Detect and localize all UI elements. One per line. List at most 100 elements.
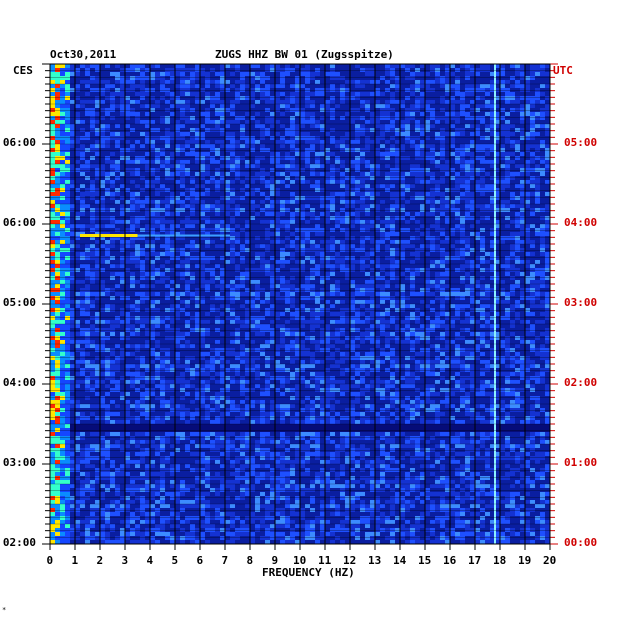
spectrogram-cell bbox=[130, 160, 135, 164]
spectrogram-cell bbox=[400, 292, 405, 296]
spectrogram-cell bbox=[370, 312, 375, 316]
spectrogram-cell bbox=[400, 104, 405, 108]
spectrogram-cell bbox=[520, 288, 525, 292]
spectrogram-cell bbox=[320, 196, 325, 200]
spectrogram-cell bbox=[295, 288, 300, 292]
spectrogram-cell bbox=[220, 108, 225, 112]
spectrogram-cell bbox=[415, 376, 420, 380]
spectrogram-cell bbox=[465, 152, 470, 156]
spectrogram-cell bbox=[300, 244, 305, 248]
spectrogram-cell bbox=[350, 308, 355, 312]
spectrogram-cell bbox=[380, 396, 385, 400]
spectrogram-cell bbox=[320, 360, 325, 364]
spectrogram-cell bbox=[540, 116, 545, 120]
spectrogram-cell bbox=[180, 272, 185, 276]
spectrogram-cell bbox=[300, 216, 305, 220]
spectrogram-cell bbox=[525, 180, 530, 184]
spectrogram-cell bbox=[100, 92, 105, 96]
spectrogram-cell bbox=[180, 168, 185, 172]
spectrogram-cell bbox=[165, 400, 170, 404]
spectrogram-cell bbox=[420, 332, 425, 336]
spectrogram-cell bbox=[535, 208, 540, 212]
spectrogram-cell bbox=[205, 344, 210, 348]
spectrogram-cell bbox=[540, 172, 545, 176]
spectrogram-cell bbox=[255, 384, 260, 388]
spectrogram-cell bbox=[135, 408, 140, 412]
spectrogram-cell bbox=[190, 192, 195, 196]
spectrogram-cell bbox=[405, 228, 410, 232]
spectrogram-cell bbox=[490, 332, 495, 336]
spectrogram-cell bbox=[260, 96, 265, 100]
spectrogram-cell bbox=[360, 80, 365, 84]
spectrogram-cell bbox=[265, 64, 270, 68]
spectrogram-cell bbox=[340, 332, 345, 336]
spectrogram-cell bbox=[465, 104, 470, 108]
spectrogram-cell bbox=[430, 244, 435, 248]
spectrogram-cell bbox=[195, 200, 200, 204]
spectrogram-cell bbox=[335, 220, 340, 224]
spectrogram-cell bbox=[135, 300, 140, 304]
spectrogram-cell bbox=[205, 128, 210, 132]
spectrogram-cell bbox=[400, 128, 405, 132]
spectrogram-cell bbox=[340, 196, 345, 200]
spectrogram-cell bbox=[135, 344, 140, 348]
spectrogram-cell bbox=[300, 324, 305, 328]
spectrogram-cell bbox=[540, 144, 545, 148]
spectrogram-cell bbox=[415, 228, 420, 232]
spectrogram-cell bbox=[450, 144, 455, 148]
spectrogram-cell bbox=[205, 284, 210, 288]
spectrogram-cell bbox=[315, 388, 320, 392]
spectrogram-cell bbox=[215, 168, 220, 172]
spectrogram-cell bbox=[385, 356, 390, 360]
spectrogram-cell bbox=[190, 116, 195, 120]
spectrogram-cell bbox=[435, 364, 440, 368]
spectrogram-cell bbox=[410, 292, 415, 296]
spectrogram-cell bbox=[90, 228, 95, 232]
spectrogram-cell bbox=[145, 196, 150, 200]
spectrogram-cell bbox=[70, 332, 75, 336]
spectrogram-cell bbox=[515, 344, 520, 348]
spectrogram-cell bbox=[395, 240, 400, 244]
spectrogram-cell bbox=[425, 360, 430, 364]
spectrogram-cell bbox=[520, 272, 525, 276]
spectrogram-cell bbox=[145, 140, 150, 144]
spectrogram-cell bbox=[315, 120, 320, 124]
spectrogram-cell bbox=[500, 316, 505, 320]
spectrogram-cell bbox=[175, 172, 180, 176]
spectrogram-cell bbox=[420, 268, 425, 272]
spectrogram-cell bbox=[180, 112, 185, 116]
spectrogram-cell bbox=[170, 112, 175, 116]
spectrogram-cell bbox=[90, 100, 95, 104]
spectrogram-cell bbox=[370, 284, 375, 288]
spectrogram-cell bbox=[255, 88, 260, 92]
spectrogram-cell bbox=[290, 312, 295, 316]
spectrogram-cell bbox=[180, 308, 185, 312]
spectrogram-cell bbox=[110, 308, 115, 312]
spectrogram-cell bbox=[75, 360, 80, 364]
spectrogram-cell bbox=[490, 252, 495, 256]
spectrogram-cell bbox=[365, 104, 370, 108]
spectrogram-cell bbox=[405, 384, 410, 388]
spectrogram-cell bbox=[480, 388, 485, 392]
spectrogram-cell bbox=[530, 296, 535, 300]
spectrogram-cell bbox=[485, 316, 490, 320]
spectrogram-cell bbox=[145, 320, 150, 324]
spectrogram-cell bbox=[55, 356, 60, 360]
spectrogram-cell bbox=[180, 384, 185, 388]
spectrogram-cell bbox=[300, 264, 305, 268]
spectrogram-cell bbox=[430, 88, 435, 92]
spectrogram-cell bbox=[480, 88, 485, 92]
spectrogram-cell bbox=[50, 80, 55, 84]
spectrogram-cell bbox=[515, 108, 520, 112]
spectrogram-cell bbox=[445, 356, 450, 360]
spectrogram-cell bbox=[90, 236, 95, 240]
spectrogram-cell bbox=[280, 404, 285, 408]
spectrogram-cell bbox=[465, 348, 470, 352]
spectrogram-cell bbox=[55, 120, 60, 124]
spectrogram-cell bbox=[210, 360, 215, 364]
spectrogram-cell bbox=[250, 104, 255, 108]
spectrogram-cell bbox=[500, 88, 505, 92]
spectrogram-cell bbox=[120, 272, 125, 276]
spectrogram-cell bbox=[310, 320, 315, 324]
spectrogram-cell bbox=[520, 104, 525, 108]
